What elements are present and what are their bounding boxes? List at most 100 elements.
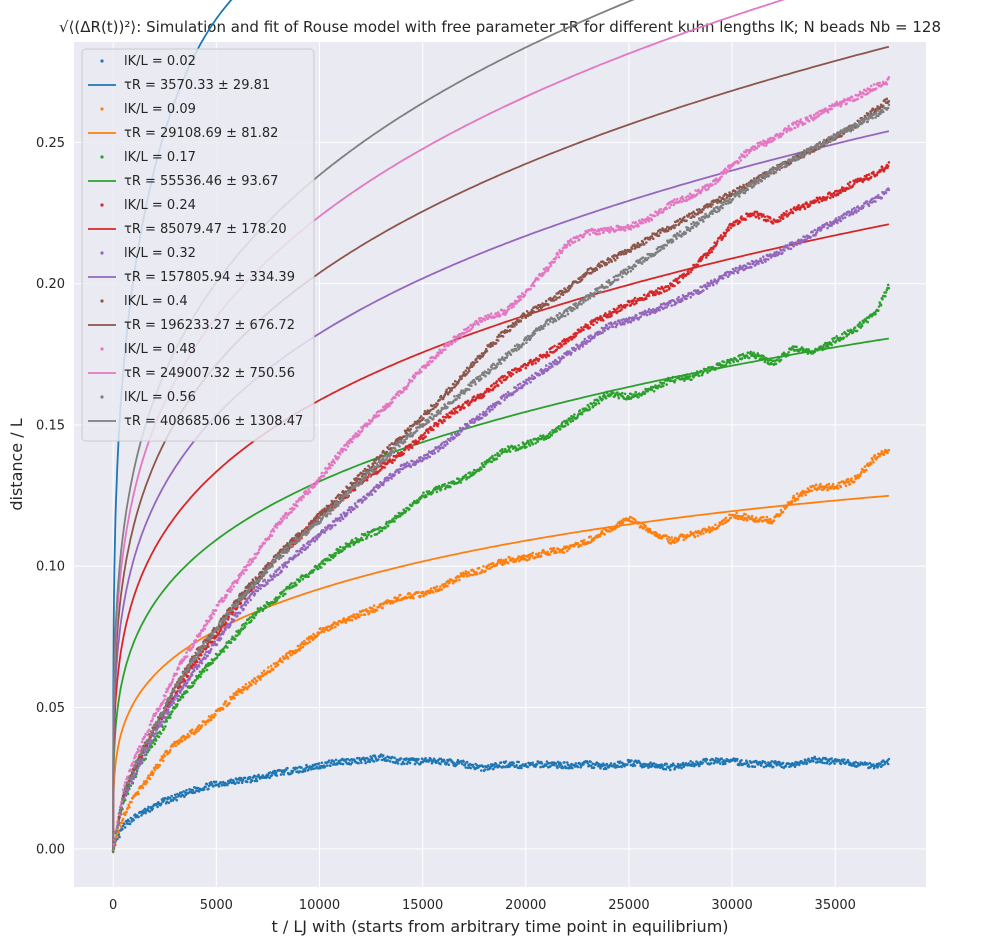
data-point xyxy=(402,452,406,455)
data-point xyxy=(717,366,721,370)
data-point xyxy=(140,761,144,764)
data-point xyxy=(732,360,735,364)
data-point xyxy=(132,819,135,822)
data-point xyxy=(358,615,361,619)
data-point xyxy=(144,811,147,815)
data-point xyxy=(617,396,621,400)
data-point xyxy=(317,767,320,770)
data-point xyxy=(729,226,733,230)
data-point xyxy=(500,397,504,400)
data-point xyxy=(221,632,225,636)
data-point xyxy=(817,487,821,491)
data-point xyxy=(348,545,352,548)
data-point xyxy=(449,439,452,443)
data-point xyxy=(823,347,826,351)
data-point xyxy=(887,448,891,452)
data-point xyxy=(169,712,173,716)
data-point xyxy=(670,536,673,539)
data-point xyxy=(499,561,502,565)
data-point xyxy=(733,514,737,517)
data-point xyxy=(166,708,170,711)
data-point xyxy=(424,757,427,760)
data-point xyxy=(659,291,663,295)
data-point xyxy=(735,511,738,515)
data-point xyxy=(833,336,836,340)
data-point xyxy=(215,643,219,646)
data-point xyxy=(617,524,621,528)
data-point xyxy=(706,371,709,374)
data-point xyxy=(814,483,818,487)
data-point xyxy=(881,166,884,170)
data-point xyxy=(462,760,466,763)
data-point xyxy=(307,768,310,771)
data-point xyxy=(568,417,572,420)
data-point xyxy=(374,490,377,493)
data-point xyxy=(151,807,154,810)
data-point xyxy=(250,779,254,782)
data-point xyxy=(205,668,209,672)
data-point xyxy=(286,766,289,770)
data-point xyxy=(378,485,382,488)
data-point xyxy=(803,207,807,210)
data-point xyxy=(588,326,592,329)
data-point xyxy=(185,788,188,792)
data-point xyxy=(528,444,532,447)
data-point xyxy=(860,324,864,328)
data-point xyxy=(490,405,494,409)
data-point xyxy=(504,558,508,561)
data-point xyxy=(886,164,890,168)
data-point xyxy=(763,215,767,219)
data-point xyxy=(167,801,171,804)
data-point xyxy=(317,762,321,765)
data-point xyxy=(534,361,537,365)
data-point xyxy=(531,362,535,365)
data-point xyxy=(336,623,340,627)
data-point xyxy=(690,378,693,382)
data-point xyxy=(810,489,814,493)
data-point xyxy=(433,451,437,455)
data-point xyxy=(255,679,259,683)
data-point xyxy=(582,539,586,542)
data-point xyxy=(123,826,127,829)
data-point xyxy=(633,296,637,300)
data-point xyxy=(869,462,873,466)
data-point xyxy=(422,491,425,495)
data-point xyxy=(410,504,414,507)
data-point xyxy=(341,517,345,521)
data-point xyxy=(214,713,217,717)
grid-lines xyxy=(74,42,926,887)
data-point xyxy=(420,757,424,760)
data-point xyxy=(116,837,119,841)
data-point xyxy=(199,675,202,679)
data-point xyxy=(560,344,563,348)
data-point xyxy=(123,822,126,826)
data-point xyxy=(504,760,508,763)
data-point xyxy=(386,479,390,482)
data-point xyxy=(877,309,880,312)
data-point xyxy=(755,516,758,519)
data-point xyxy=(307,575,310,578)
data-point xyxy=(860,470,863,474)
data-point xyxy=(664,767,668,771)
data-point xyxy=(332,760,336,763)
data-point xyxy=(755,215,758,219)
data-point xyxy=(403,762,406,766)
data-point xyxy=(610,314,613,317)
data-point xyxy=(683,379,686,383)
data-point xyxy=(662,381,666,385)
data-point xyxy=(887,757,891,761)
data-point xyxy=(702,370,705,374)
data-point xyxy=(180,791,183,794)
data-point xyxy=(515,370,518,374)
data-point xyxy=(795,345,798,349)
data-point xyxy=(215,656,219,660)
data-point xyxy=(233,637,237,641)
data-point xyxy=(364,761,367,765)
data-point xyxy=(159,802,163,806)
data-point xyxy=(229,623,232,627)
data-point xyxy=(587,405,591,409)
data-point xyxy=(212,785,215,788)
data-point xyxy=(465,760,469,764)
data-point xyxy=(496,384,500,388)
data-point xyxy=(365,478,369,482)
